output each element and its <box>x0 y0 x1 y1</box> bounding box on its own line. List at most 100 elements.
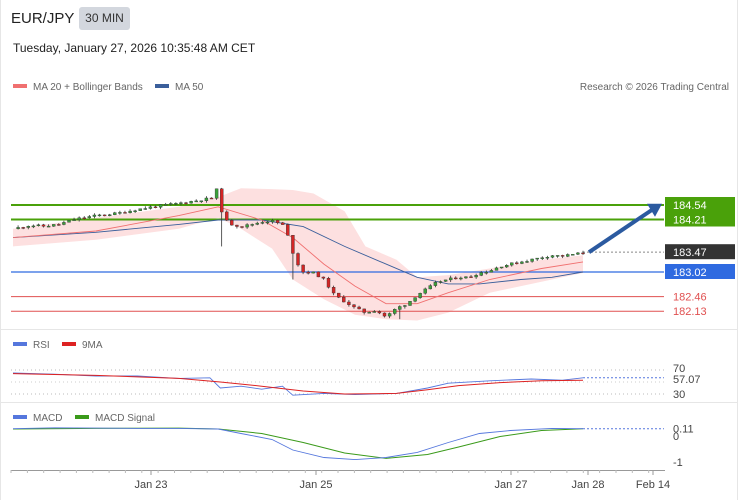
candle-body <box>62 222 66 225</box>
candle-body <box>331 287 336 294</box>
candle-body <box>113 212 117 215</box>
candle-body <box>571 254 575 256</box>
candle-body <box>296 253 300 266</box>
candle-body <box>174 203 178 205</box>
candle-body <box>199 200 204 203</box>
candle-body <box>357 306 361 310</box>
price-tag-bg <box>665 197 735 212</box>
macd-legend: MACD MACD Signal <box>13 413 155 424</box>
candle-body <box>545 257 550 259</box>
candle-body <box>423 288 427 294</box>
macd-panel: 0 -1 0.11 <box>12 424 694 469</box>
candle-body <box>459 277 463 280</box>
candle-body <box>454 277 458 280</box>
candle-body <box>413 297 417 302</box>
candle-body <box>265 221 270 224</box>
rsi-tick-70: 70 <box>673 363 685 375</box>
candle-body <box>270 220 275 223</box>
moving-averages <box>12 206 584 305</box>
ma20-legend-label: MA 20 + Bollinger Bands <box>33 82 143 93</box>
candle-body <box>21 227 25 229</box>
ma20-legend-swatch <box>13 84 27 88</box>
macd-legend-label: MACD <box>33 413 62 424</box>
candle-body <box>72 219 76 221</box>
macd-signal-legend-swatch <box>75 415 89 419</box>
candle-body <box>46 225 51 228</box>
candle-body <box>214 188 219 199</box>
rsi-ma-legend-label: 9MA <box>82 340 103 351</box>
candle-body <box>428 285 432 290</box>
candle-body <box>82 217 87 220</box>
candle-body <box>31 225 36 228</box>
candle-body <box>97 214 102 217</box>
candle-body <box>133 210 137 213</box>
time-axis-label: Feb 14 <box>636 479 670 491</box>
candle-body <box>286 224 290 236</box>
candle-body <box>235 224 239 227</box>
candle-body <box>26 225 30 228</box>
candle-body <box>530 258 534 262</box>
macd-legend-swatch <box>13 415 27 419</box>
candle-body <box>77 217 81 220</box>
candle-body <box>581 252 585 255</box>
candle-body <box>281 222 285 225</box>
price-tag-label: 184.54 <box>673 200 707 212</box>
price-tag-label: 182.46 <box>673 292 707 304</box>
timeframe-button[interactable]: 30 MIN <box>79 7 130 30</box>
candle-body <box>250 224 254 226</box>
macd-tick-0: 0 <box>673 431 679 443</box>
candle-body <box>566 254 570 257</box>
candle-body <box>169 203 173 205</box>
candles <box>16 187 585 320</box>
price-legend: MA 20 + Bollinger Bands MA 50 Research ©… <box>13 82 729 93</box>
candle-body <box>377 311 382 314</box>
candle-body <box>240 226 244 228</box>
candle-body <box>52 224 56 227</box>
candle-body <box>311 271 315 274</box>
candle-body <box>163 204 168 206</box>
time-axis-label: Jan 28 <box>571 479 604 491</box>
candle-body <box>219 188 224 213</box>
ma50-line <box>12 219 584 285</box>
candle-body <box>41 224 46 227</box>
candle-body <box>123 212 127 214</box>
candle-body <box>474 275 478 278</box>
candle-body <box>148 206 153 209</box>
candle-body <box>469 276 473 278</box>
candle-body <box>367 312 371 314</box>
candle-body <box>520 261 524 264</box>
timestamp: Tuesday, January 27, 2026 10:35:48 AM CE… <box>13 41 256 55</box>
candle-body <box>408 301 412 306</box>
candle-body <box>316 271 321 278</box>
price-tag-label: 183.47 <box>673 247 707 259</box>
candle-body <box>403 305 407 307</box>
time-axis-label: Jan 25 <box>299 479 332 491</box>
candle-body <box>301 264 305 273</box>
rsi-legend-label: RSI <box>33 340 50 351</box>
candle-body <box>209 197 214 200</box>
candle-body <box>67 220 71 223</box>
candle-body <box>87 216 92 219</box>
candle-body <box>484 272 488 274</box>
rsi-legend: RSI 9MA <box>13 340 103 351</box>
candle-body <box>260 222 265 224</box>
candle-body <box>118 212 122 214</box>
candle-body <box>194 200 198 203</box>
candle-body <box>138 208 142 211</box>
candle-body <box>255 222 260 225</box>
candle-body <box>398 306 402 310</box>
price-tag-label: 184.21 <box>673 215 707 227</box>
rsi-ma-line <box>12 373 584 395</box>
candle-body <box>372 311 376 313</box>
target-arrow-shaft <box>587 208 654 254</box>
candle-body <box>36 224 41 227</box>
target-arrow <box>587 203 662 254</box>
candle-body <box>225 211 229 221</box>
candle-body <box>464 276 468 279</box>
candle-body <box>515 262 519 264</box>
candle-body <box>540 257 544 259</box>
candle-body <box>179 202 183 204</box>
rsi-ma-legend-swatch <box>62 342 76 346</box>
price-tag-label: 182.13 <box>673 306 707 318</box>
rsi-line <box>12 372 584 396</box>
